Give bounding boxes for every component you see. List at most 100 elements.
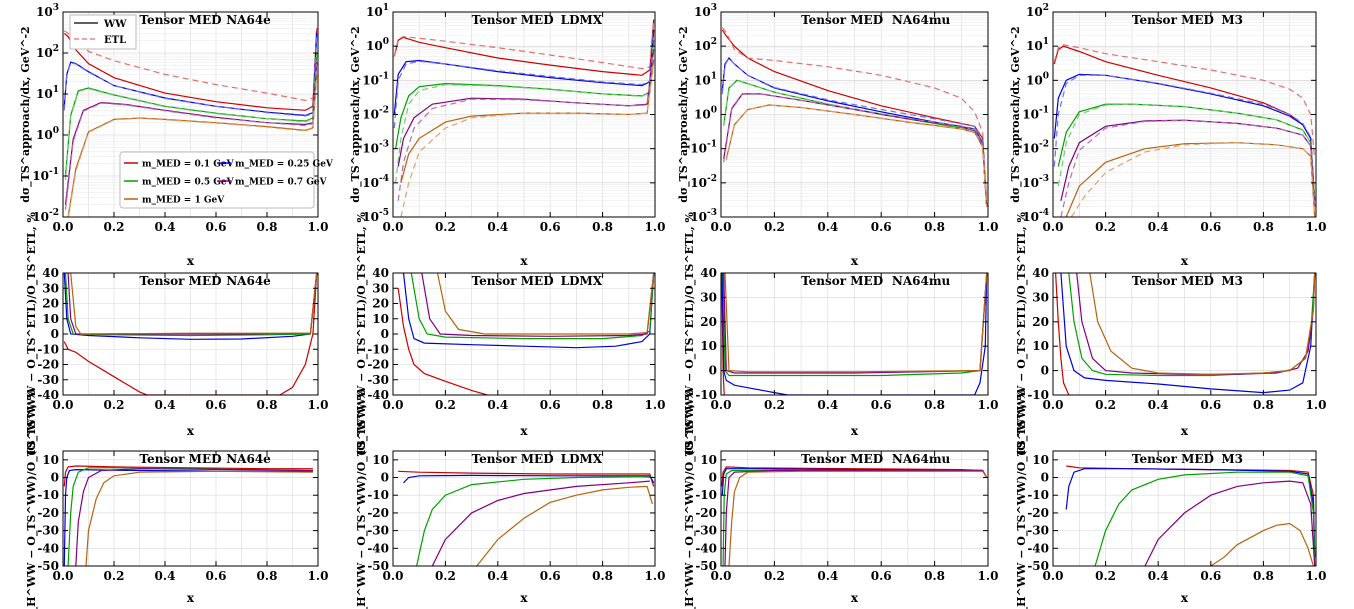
series-line-m07 bbox=[1144, 480, 1316, 566]
series-line-m1 bbox=[728, 470, 988, 566]
x-tick-label: 0.2 bbox=[435, 398, 456, 412]
panel-title: Tensor MED bbox=[472, 274, 554, 288]
y-tick-label: -50 bbox=[695, 559, 717, 573]
y-tick-label: 0 bbox=[51, 327, 59, 341]
x-tick-label: 0.8 bbox=[1253, 569, 1274, 583]
plot-frame bbox=[1052, 450, 1317, 567]
x-tick-label: 0.6 bbox=[540, 569, 561, 583]
series-line-m025-etl bbox=[63, 36, 318, 117]
x-tick-label: 0.0 bbox=[1043, 398, 1064, 412]
y-tick-label: -10 bbox=[695, 388, 717, 402]
panel-m3-row3: 0.0 0.2 0.4 0.6 0.8 1.0 -50 -40 -30 -20 -10 0 10 Tens… bbox=[1015, 389, 1326, 609]
y-axis-label: (O_H^WW − O_TS^WW)/O_TS^WW, % bbox=[683, 389, 697, 609]
y-tick-label: 10 bbox=[700, 339, 717, 353]
x-axis-label: x bbox=[520, 254, 528, 268]
x-tick-label: 0.2 bbox=[764, 220, 785, 234]
legend-mass-label: m_MED = 0.7 GeV bbox=[235, 178, 328, 188]
y-tick-label: -30 bbox=[367, 373, 389, 387]
y-tick-label: 0 bbox=[381, 327, 389, 341]
panel-title: Tensor MED bbox=[472, 13, 554, 27]
series-line-m1-etl bbox=[1070, 142, 1316, 217]
series-line-m07-etl bbox=[723, 93, 988, 207]
y-tick-label: 102 bbox=[1026, 3, 1049, 19]
y-tick-label: -20 bbox=[367, 506, 389, 520]
series-line-m05-ww bbox=[723, 79, 988, 207]
series-line-m025 bbox=[1060, 273, 1316, 394]
series-line-m1 bbox=[724, 273, 988, 373]
plot-frame bbox=[1052, 272, 1317, 396]
series-group bbox=[398, 470, 655, 566]
chart-panels: 0.0 0.2 0.4 0.6 0.8 1.010-210-1100101102103Te… bbox=[19, 3, 1326, 609]
x-tick-label: 0.0 bbox=[53, 220, 74, 234]
y-tick-label: 20 bbox=[42, 297, 59, 311]
x-tick-label: 0.6 bbox=[871, 569, 892, 583]
series-line-m1 bbox=[476, 485, 653, 566]
x-tick-label: 0.4 bbox=[1148, 220, 1169, 234]
y-tick-label: 40 bbox=[42, 266, 59, 280]
x-tick-label: 0.6 bbox=[871, 398, 892, 412]
series-line-m07 bbox=[724, 469, 988, 566]
panel-ldmx-row1: 0.0 0.2 0.4 0.6 0.8 1.0 10-5 10-4 10-3 10-2 10-1 10… bbox=[349, 3, 665, 268]
panel-title: Tensor MED bbox=[1132, 13, 1214, 27]
series-line-m1-ww bbox=[400, 59, 655, 183]
series-line-m025 bbox=[403, 474, 655, 484]
x-tick-label: 0.8 bbox=[924, 220, 945, 234]
x-tick-label: 0.0 bbox=[53, 569, 74, 583]
x-tick-label: 1.0 bbox=[1306, 569, 1327, 583]
panel-experiment: LDMX bbox=[561, 274, 603, 288]
panel-na64mu-row1: 0.0 0.2 0.4 0.6 0.8 1.0 10-3 10-2 10-1 100 101 102 1… bbox=[677, 3, 998, 268]
x-tick-label: 1.0 bbox=[1306, 398, 1327, 412]
panel-title: Tensor MED bbox=[1132, 274, 1214, 288]
x-tick-label: 0.4 bbox=[487, 398, 508, 412]
x-tick-label: 0.8 bbox=[924, 569, 945, 583]
y-tick-label: 103 bbox=[36, 3, 59, 19]
y-tick-label: 10-1 bbox=[1022, 106, 1049, 122]
y-tick-label: 10-1 bbox=[362, 71, 389, 87]
legend-mass-box bbox=[119, 151, 315, 209]
y-tick-label: -10 bbox=[695, 488, 717, 502]
legend-mass-label: m_MED = 1 GeV bbox=[142, 196, 225, 206]
y-tick-label: 20 bbox=[700, 315, 717, 329]
y-tick-label: -50 bbox=[1027, 559, 1049, 573]
series-line-m05-etl bbox=[395, 42, 655, 183]
x-tick-label: 0.0 bbox=[1043, 569, 1064, 583]
legend-mass-label: m_MED = 0.25 GeV bbox=[235, 160, 334, 170]
y-tick-label: -10 bbox=[367, 488, 389, 502]
y-tick-label: 10-3 bbox=[690, 208, 717, 224]
y-tick-label: -30 bbox=[695, 524, 717, 538]
series-group bbox=[63, 273, 318, 395]
series-line-m01 bbox=[63, 465, 313, 487]
panel-experiment: M3 bbox=[1221, 274, 1243, 288]
x-tick-label: 0.8 bbox=[924, 398, 945, 412]
x-tick-label: 0.4 bbox=[155, 220, 176, 234]
panel-experiment: NA64mu bbox=[892, 274, 951, 288]
series-line-m07-etl bbox=[64, 63, 318, 210]
y-axis-label: dσ_TS^approach/dx, GeV^-2 bbox=[677, 26, 691, 202]
legend-mass-label: m_MED = 0.5 GeV bbox=[142, 178, 235, 188]
y-tick-label: 10-2 bbox=[32, 208, 59, 224]
series-line-m01-etl bbox=[1053, 44, 1316, 160]
y-tick-label: -20 bbox=[1027, 506, 1049, 520]
y-tick-label: 0 bbox=[709, 364, 717, 378]
series-line-m025 bbox=[63, 468, 313, 566]
series-line-m1 bbox=[1210, 522, 1314, 566]
x-tick-label: 0.8 bbox=[1253, 220, 1274, 234]
x-axis-label: x bbox=[187, 591, 195, 605]
y-tick-label: 10-2 bbox=[362, 106, 389, 122]
plot-frame bbox=[392, 450, 656, 567]
y-tick-label: 0 bbox=[51, 471, 59, 485]
series-line-m1 bbox=[436, 273, 655, 335]
x-tick-label: 0.0 bbox=[711, 569, 732, 583]
y-axis-label: dσ_TS^approach/dx, GeV^-2 bbox=[349, 26, 363, 202]
grid bbox=[393, 12, 655, 218]
x-tick-label: 1.0 bbox=[645, 398, 666, 412]
panel-na64mu-row3: 0.0 0.2 0.4 0.6 0.8 1.0 -50 -40 -30 -20 -10 0 10 Tens… bbox=[683, 389, 998, 609]
y-tick-label: 101 bbox=[36, 85, 59, 101]
y-tick-label: 101 bbox=[366, 3, 389, 19]
y-tick-label: -40 bbox=[367, 388, 389, 402]
legend-label-ww: WW bbox=[103, 19, 127, 30]
y-tick-label: 10 bbox=[372, 312, 389, 326]
y-tick-label: -10 bbox=[1027, 488, 1049, 502]
